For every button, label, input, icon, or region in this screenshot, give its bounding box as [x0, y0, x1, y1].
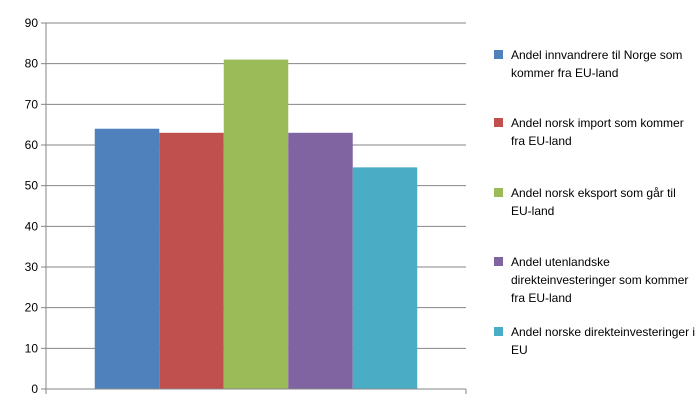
legend: Andel innvandrere til Norge som kommer f…	[494, 0, 700, 406]
y-tick-label: 10	[25, 341, 39, 355]
legend-label: Andel innvandrere til Norge som kommer f…	[511, 48, 683, 80]
y-tick-label: 0	[31, 382, 38, 396]
bar-series-1	[94, 128, 160, 389]
legend-swatch	[494, 257, 503, 266]
y-tick-label: 70	[25, 97, 39, 111]
legend-swatch	[494, 50, 503, 59]
y-tick-label: 40	[25, 219, 39, 233]
legend-label: Andel utenlandske direkteinvesteringer s…	[511, 255, 689, 305]
y-tick-label: 20	[25, 301, 39, 315]
y-tick-label: 60	[25, 138, 39, 152]
bar-series-3	[223, 59, 289, 389]
bar-series-2	[159, 132, 224, 390]
bar-series-5	[352, 167, 418, 389]
legend-swatch	[494, 118, 503, 127]
bar-series-4	[288, 132, 353, 390]
y-tick-label: 50	[25, 179, 39, 193]
y-tick-label: 30	[25, 260, 39, 274]
legend-label: Andel norske direkteinvesteringer i EU	[511, 325, 696, 357]
legend-swatch	[494, 327, 503, 336]
legend-label: Andel norsk eksport som går til EU-land	[511, 186, 676, 218]
y-tick-label: 80	[25, 57, 39, 71]
legend-swatch	[494, 188, 503, 197]
axes	[41, 22, 467, 394]
y-tick-label: 90	[25, 16, 39, 30]
legend-label: Andel norsk import som kommer fra EU-lan…	[511, 116, 684, 148]
bars	[94, 59, 418, 390]
y-tick-labels: 0 10 20 30 40 50 60 70 80 90	[25, 16, 39, 396]
